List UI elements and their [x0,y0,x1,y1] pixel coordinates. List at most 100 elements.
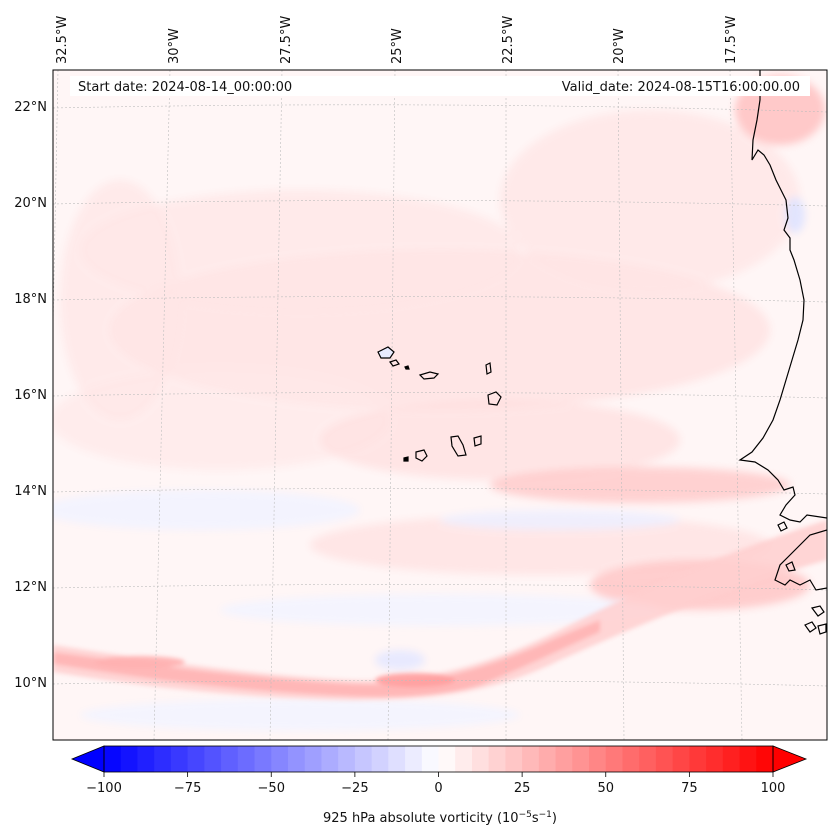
colorbar-segment [405,746,423,772]
itcz-band-outer [53,520,827,700]
colorbar-segment [137,746,155,772]
colorbar-label-exponent: −5 [519,810,532,820]
negative-vorticity-patch [785,197,805,233]
positive-vorticity-patch [500,110,800,290]
colorbar-segment [388,746,406,772]
negative-vorticity-patch [440,510,680,530]
colorbar-segment [538,746,557,772]
colorbar-label-unit: s [532,811,539,826]
bijagos-island [810,605,825,617]
lat-label: 10°N [14,676,47,691]
longitude-labels: 32.5°W 30°W 27.5°W 25°W 22.5°W 20°W 17.5… [55,16,739,64]
colorbar-segment [505,746,523,772]
cabo-verde-islands [377,346,502,462]
island-sao-nicolau [418,371,440,380]
colorbar-segment [321,746,339,772]
colorbar-segment [371,746,389,772]
positive-vorticity-patch [310,515,770,575]
itcz-band-core [53,620,600,697]
lat-label: 14°N [14,484,47,499]
positive-vorticity-patch [320,400,680,480]
bijagos-island [817,623,827,635]
colorbar-segment [287,746,306,772]
lat-label: 12°N [14,580,47,595]
positive-vorticity-patch [80,190,520,310]
colorbar-segment [254,746,272,772]
colorbar-segment [471,746,490,772]
colorbar-segment [605,746,623,772]
lon-label: 22.5°W [501,16,516,64]
coastline-guinea-bissau [774,529,827,591]
colorbar-segment [120,746,138,772]
lon-label: 27.5°W [279,16,294,64]
bijagos-island [785,561,796,572]
colorbar-segment [104,746,122,772]
negative-vorticity-patch [80,699,520,731]
colorbar-segment [756,746,774,772]
colorbar-tick-label: 0 [434,781,442,796]
colorbar-segment [338,746,356,772]
colorbar-segment [221,746,239,772]
colorbar-segment [187,746,205,772]
negative-vorticity-patch [375,650,425,670]
colorbar-tick-label: 50 [597,781,614,796]
colorbar-label-close: ) [552,811,557,826]
lat-label: 18°N [14,292,47,307]
colorbar-segment [655,746,674,772]
colorbar-tick-label: −50 [258,781,285,796]
colorbar-label-exponent: −1 [539,810,552,820]
colorbar-segments [104,746,774,772]
colorbar-segment [739,746,757,772]
colorbar-label: 925 hPa absolute vorticity (10−5s−1) [323,810,557,826]
colorbar-segment [672,746,690,772]
island-santiago [450,435,467,457]
african-coastline [738,70,827,635]
island-sao-vicente [389,359,400,367]
colorbar-segment [304,746,322,772]
valid-date-label: Valid_date: 2024-08-15T16:00:00.00 [562,80,800,95]
colorbar-segment [455,746,473,772]
lon-label: 25°W [390,28,405,64]
start-date-label: Start date: 2024-08-14_00:00:00 [78,80,292,95]
colorbar-label-text: 925 hPa absolute vorticity (10 [323,811,519,826]
colorbar-segment [170,746,189,772]
lon-label: 17.5°W [724,16,739,64]
map-frame [52,69,828,741]
colorbar-segment [421,746,439,772]
island-boa-vista [487,391,502,406]
colorbar-segment [154,746,172,772]
itcz-vorticity-band [53,520,827,700]
coastline-north [738,70,827,523]
colorbar-segment [271,746,289,772]
colorbar-segment [689,746,707,772]
island-santa-luzia [404,365,410,370]
positive-vorticity-patch [60,180,180,420]
colorbar-segment [488,746,506,772]
lon-label: 32.5°W [55,16,70,64]
map-panel [53,70,827,740]
colorbar-ticks: −100 −75 −50 −25 0 25 50 75 100 [86,772,785,796]
latitude-labels: 22°N 20°N 18°N 16°N 14°N 12°N 10°N [14,100,47,691]
lat-label: 22°N [14,100,47,115]
colorbar-segment [722,746,741,772]
colorbar-tick-label: −100 [86,781,122,796]
colorbar: −100 −75 −50 −25 0 25 50 75 100 925 hPa absolute… [70,745,808,826]
island-sal [485,362,492,375]
colorbar-segment [522,746,540,772]
colorbar-segment [706,746,724,772]
colorbar-tick-label: −75 [174,781,201,796]
colorbar-min-extend [70,745,105,773]
header-background [70,76,810,96]
colorbar-segment [572,746,590,772]
colorbar-tick-label: 25 [514,781,531,796]
itcz-band-max [95,656,185,668]
colorbar-max-extend [772,745,808,773]
colorbar-tick-label: 100 [761,781,786,796]
colorbar-segment [237,746,256,772]
lon-label: 30°W [167,28,182,64]
lat-label: 16°N [14,388,47,403]
island-fogo [415,449,428,462]
island-santo-antao [377,346,395,359]
colorbar-segment [589,746,607,772]
